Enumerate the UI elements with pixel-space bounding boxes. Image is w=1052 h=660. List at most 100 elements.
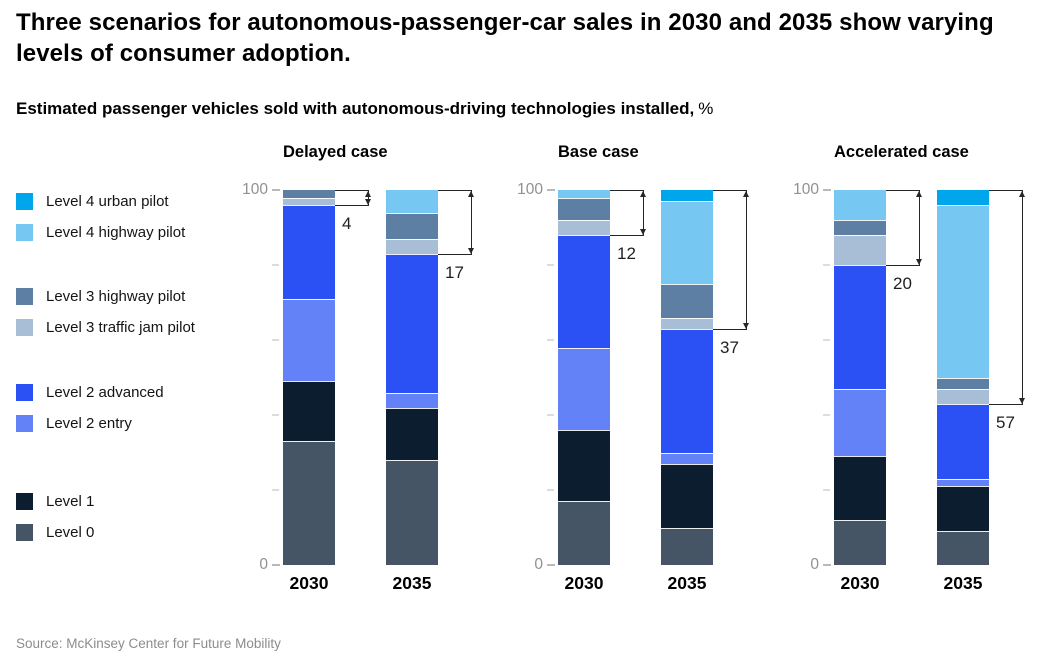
- bracket-arrow-down-icon: [640, 229, 646, 235]
- y-axis-label-top: 100: [242, 181, 268, 198]
- x-axis-label-2035: 2035: [667, 573, 707, 593]
- bracket-top-line: [713, 190, 747, 191]
- legend-group: Level 2 advanced Level 2 entry: [16, 383, 241, 433]
- bracket-value: 37: [720, 337, 739, 357]
- x-axis-label-2030: 2030: [289, 573, 329, 593]
- chart-title: Delayed case: [283, 143, 388, 161]
- legend-item-level4_urban: Level 4 urban pilot: [16, 192, 241, 211]
- bracket-vertical-line: [368, 190, 369, 206]
- chart-title: Base case: [558, 143, 639, 161]
- bracket-vertical-line: [919, 190, 920, 266]
- segment-level3_highway: [937, 377, 989, 389]
- segment-level2_advanced: [834, 265, 886, 389]
- segment-level3_traffic_jam: [661, 317, 713, 329]
- stacked-bar-2030: [283, 190, 335, 565]
- bracket-arrow-down-icon: [1019, 397, 1025, 404]
- segment-level2_entry: [834, 388, 886, 457]
- y-axis-tick-40: [823, 414, 830, 416]
- stacked-bar-2030: [834, 190, 886, 565]
- legend-group: Level 1 Level 0: [16, 492, 241, 542]
- stacked-bar-2035: [386, 190, 438, 565]
- y-axis-label-top: 100: [793, 181, 819, 198]
- y-axis-tick-60: [272, 339, 279, 341]
- segment-level4_highway: [834, 190, 886, 220]
- bracket-top-line: [989, 190, 1023, 191]
- legend-label: Level 3 highway pilot: [46, 288, 186, 305]
- bracket-value: 12: [617, 244, 636, 263]
- segment-level2_entry: [283, 298, 335, 382]
- bracket-top-line: [335, 190, 369, 191]
- legend-item-level4_highway: Level 4 highway pilot: [16, 223, 241, 242]
- y-axis-tick-40: [547, 414, 554, 416]
- bracket-bottom-line: [438, 253, 472, 255]
- segment-level3_highway: [386, 212, 438, 239]
- segment-level3_highway: [661, 283, 713, 318]
- segment-level3_traffic_jam: [834, 235, 886, 265]
- exhibit-title: Three scenarios for autonomous-passenger…: [16, 9, 994, 67]
- segment-level3_traffic_jam: [283, 197, 335, 205]
- legend-item-level3_highway: Level 3 highway pilot: [16, 287, 241, 306]
- segment-level2_advanced: [661, 328, 713, 453]
- legend-label: Level 2 entry: [46, 415, 132, 432]
- bracket-value: 20: [893, 274, 912, 293]
- segment-level3_highway: [558, 197, 610, 220]
- bracket-bottom-line: [713, 328, 747, 330]
- legend-label: Level 1: [46, 493, 95, 510]
- bracket-value: 4: [342, 214, 352, 233]
- bracket-vertical-line: [1022, 190, 1023, 405]
- level1-swatch-icon: [16, 493, 33, 510]
- bracket-arrow-up-icon: [365, 191, 371, 197]
- segment-level4_highway: [558, 190, 610, 198]
- legend-item-level2_entry: Level 2 entry: [16, 414, 241, 433]
- exhibit-subtitle: Estimated passenger vehicles sold with a…: [16, 99, 713, 119]
- segment-level1: [283, 381, 335, 442]
- y-axis-tick-80: [823, 264, 830, 266]
- segment-level0: [937, 531, 989, 565]
- segment-level2_entry: [937, 478, 989, 487]
- segment-level2_entry: [661, 452, 713, 464]
- chart-accelerated-case: Accelerated case 100 0 2030 20 2035 57: [779, 143, 1041, 613]
- legend-item-level3_traffic_jam: Level 3 traffic jam pilot: [16, 318, 241, 337]
- segment-level3_traffic_jam: [386, 238, 438, 254]
- legend: Level 4 urban pilot Level 4 highway pilot…: [16, 192, 241, 554]
- bracket-bottom-line: [335, 205, 369, 206]
- legend-label: Level 4 highway pilot: [46, 224, 186, 241]
- stacked-bar-2030: [558, 190, 610, 565]
- bracket-value: 17: [445, 262, 464, 282]
- segment-level1: [386, 407, 438, 460]
- segment-level1: [937, 486, 989, 532]
- segment-level4_highway: [661, 201, 713, 284]
- segment-level2_entry: [558, 347, 610, 430]
- bracket-bottom-line: [989, 403, 1023, 405]
- stacked-bar-2035: [937, 190, 989, 565]
- y-axis-tick-100: [272, 189, 280, 191]
- bracket-top-line: [886, 190, 920, 191]
- y-axis-tick-0: [547, 564, 555, 566]
- segment-level2_advanced: [558, 235, 610, 348]
- segment-level2_entry: [386, 392, 438, 408]
- x-axis-label-2035: 2035: [392, 573, 432, 593]
- bracket-arrow-up-icon: [640, 191, 646, 197]
- bracket-value: 57: [996, 412, 1015, 432]
- y-axis-tick-80: [272, 264, 279, 266]
- segment-level0: [834, 520, 886, 565]
- bracket-arrow-down-icon: [743, 322, 749, 329]
- subtitle-unit: %: [698, 99, 714, 118]
- legend-label: Level 4 urban pilot: [46, 193, 169, 210]
- level3_traffic_jam-swatch-icon: [16, 319, 33, 336]
- y-axis-tick-40: [272, 414, 279, 416]
- source-note: Source: McKinsey Center for Future Mobil…: [16, 636, 281, 651]
- level4_highway-swatch-icon: [16, 224, 33, 241]
- segment-level0: [386, 460, 438, 565]
- segment-level1: [834, 456, 886, 520]
- y-axis-tick-100: [823, 189, 831, 191]
- chart-delayed-case: Delayed case 100 0 2030 4 2035 17: [228, 143, 490, 613]
- bracket-top-line: [610, 190, 644, 191]
- level0-swatch-icon: [16, 524, 33, 541]
- subtitle-text: Estimated passenger vehicles sold with a…: [16, 99, 695, 118]
- segment-level4_highway: [937, 205, 989, 378]
- segment-level3_highway: [283, 190, 335, 198]
- legend-label: Level 3 traffic jam pilot: [46, 319, 195, 336]
- bracket-vertical-line: [746, 190, 747, 330]
- legend-item-level2_advanced: Level 2 advanced: [16, 383, 241, 402]
